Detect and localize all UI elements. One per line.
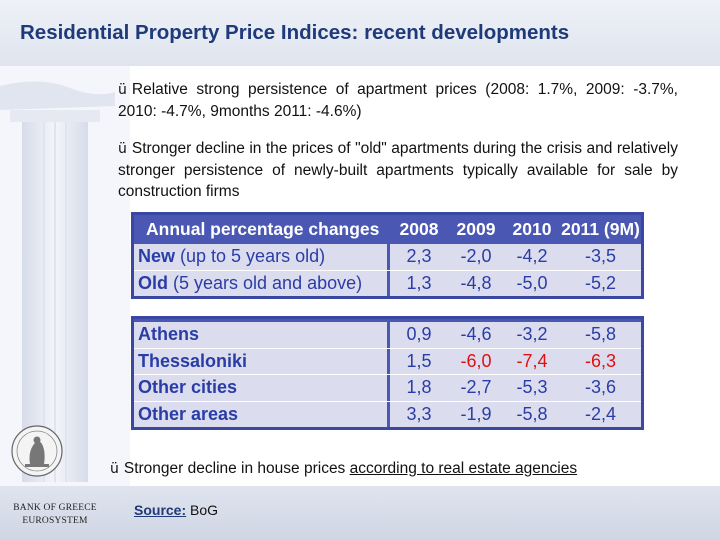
row-label: Old (5 years old and above): [134, 270, 390, 296]
table-row: Old (5 years old and above) 1,3 -4,8 -5,…: [134, 269, 641, 296]
table-cell: -3,6: [584, 377, 617, 398]
table1-body: New (up to 5 years old) 2,3 -2,0 -4,2 -3…: [134, 244, 641, 296]
header-2009: 2009: [456, 219, 496, 239]
check-icon: ü: [118, 141, 127, 157]
table-row: Other areas 3,3 -1,9 -5,8 -2,4: [134, 400, 641, 427]
row-label-bold: Old: [138, 272, 168, 293]
table-cell: -5,2: [584, 272, 617, 293]
table-cell: -3,2: [516, 324, 548, 345]
table-cell: -2,7: [460, 377, 492, 398]
bullet-2-text: Stronger decline in the prices of "old" …: [118, 140, 678, 200]
header-2008: 2008: [399, 219, 439, 239]
regional-table: Athens 0,9 -4,6 -3,2 -5,8 Thessaloniki 1,5 -6,0…: [131, 316, 644, 430]
table-cell: -2,0: [460, 246, 492, 267]
table-cell: 0,9: [406, 324, 432, 345]
bullet-1-text: Relative strong persistence of apartment…: [118, 81, 678, 120]
source-note: Source: BoG: [134, 502, 218, 518]
table-cell: -4,2: [516, 246, 548, 267]
table-cell: -2,4: [584, 403, 617, 424]
table-cell: -5,0: [516, 272, 548, 293]
table-row: Thessaloniki 1,5 -6,0 -7,4 -6,3: [134, 347, 641, 374]
row-label-bold: New: [138, 246, 176, 267]
table-cell: -7,4: [516, 350, 548, 371]
table-cell: 1,3: [406, 272, 432, 293]
table-cell: -5,8: [516, 403, 548, 424]
footer-band: [0, 486, 720, 540]
table2-body: Athens 0,9 -4,6 -3,2 -5,8 Thessaloniki 1,5 -6,0…: [134, 322, 641, 427]
row-label: New (up to 5 years old): [134, 244, 390, 270]
table-cell: 3,3: [406, 403, 432, 424]
eurosystem-label: EUROSYSTEM: [22, 516, 88, 526]
header-2011: 2011 (9M): [561, 219, 640, 239]
table-cell: 1,8: [406, 377, 432, 398]
header-label: Annual percentage changes: [146, 219, 380, 239]
table-cell: -4,8: [460, 272, 492, 293]
table-header-row: Annual percentage changes 2008 2009 2010…: [134, 215, 641, 244]
bullet-3: ü Stronger decline in house prices accord…: [110, 458, 700, 480]
row-label: Other areas: [134, 401, 390, 427]
table-row: Athens 0,9 -4,6 -3,2 -5,8: [134, 322, 641, 348]
bullet-1: ü Relative strong persistence of apartmen…: [118, 79, 678, 122]
check-icon: ü: [110, 461, 119, 477]
bank-seal-icon: [11, 425, 63, 477]
column-decoration: [0, 66, 130, 540]
table-cell: 1,5: [406, 350, 432, 371]
table-cell: -5,3: [516, 377, 548, 398]
table-row: Other cities 1,8 -2,7 -5,3 -3,6: [134, 374, 641, 401]
row-label: Thessaloniki: [134, 348, 390, 374]
row-label: Athens: [134, 322, 390, 348]
row-label-rest: (up to 5 years old): [175, 246, 326, 267]
header-2010: 2010: [512, 219, 552, 239]
price-changes-table: Annual percentage changes 2008 2009 2010…: [131, 212, 644, 299]
table-row: New (up to 5 years old) 2,3 -2,0 -4,2 -3…: [134, 244, 641, 270]
row-label: Other cities: [134, 375, 390, 401]
bullet-3-underlined: according to real estate agencies: [349, 460, 578, 477]
table-cell: -4,6: [460, 324, 492, 345]
table-cell: -1,9: [460, 403, 492, 424]
source-label: Source:: [134, 502, 187, 518]
table-cell: -6,0: [460, 350, 492, 371]
slide-title: Residential Property Price Indices: rece…: [20, 21, 570, 44]
bullet-3-text: Stronger decline in house prices: [123, 460, 350, 477]
table-cell: -5,8: [584, 324, 617, 345]
title-bar: [0, 0, 720, 66]
table-cell: 2,3: [406, 246, 432, 267]
check-icon: ü: [118, 82, 127, 98]
table-cell: -6,3: [584, 350, 617, 371]
source-value: BoG: [186, 502, 219, 518]
bullet-2: ü Stronger decline in the prices of "old"…: [118, 138, 678, 202]
table-cell: -3,5: [584, 246, 617, 267]
row-label-rest: (5 years old and above): [168, 272, 363, 293]
bank-name: BANK OF GREECE: [13, 503, 97, 513]
